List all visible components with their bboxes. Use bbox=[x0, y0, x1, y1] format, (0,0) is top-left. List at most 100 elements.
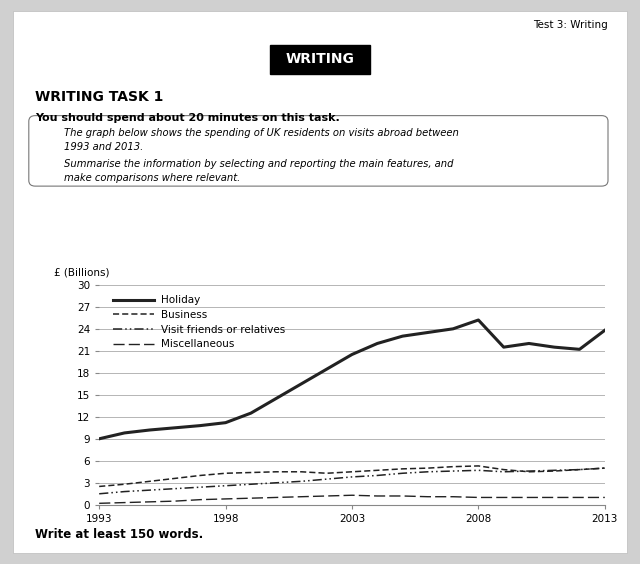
Visit friends or relatives bbox=[525, 468, 532, 474]
Miscellaneous bbox=[475, 494, 483, 501]
Visit friends or relatives bbox=[323, 476, 331, 483]
Business bbox=[172, 475, 179, 482]
Visit friends or relatives bbox=[399, 470, 406, 477]
Miscellaneous bbox=[146, 499, 154, 505]
Business bbox=[221, 470, 229, 477]
Business bbox=[475, 462, 483, 469]
Business bbox=[601, 465, 609, 472]
Line: Miscellaneous: Miscellaneous bbox=[99, 495, 605, 503]
Visit friends or relatives bbox=[196, 484, 204, 491]
Miscellaneous bbox=[575, 494, 583, 501]
Text: make comparisons where relevant.: make comparisons where relevant. bbox=[64, 173, 240, 183]
Visit friends or relatives bbox=[146, 487, 154, 494]
Miscellaneous bbox=[601, 494, 609, 501]
Holiday bbox=[525, 340, 532, 347]
Business bbox=[247, 469, 255, 476]
Holiday bbox=[146, 426, 154, 433]
Miscellaneous bbox=[120, 499, 128, 506]
Miscellaneous bbox=[196, 496, 204, 503]
Text: £ (Billions): £ (Billions) bbox=[54, 267, 109, 277]
Holiday bbox=[424, 329, 431, 336]
Business bbox=[348, 468, 356, 475]
Visit friends or relatives bbox=[172, 485, 179, 492]
Miscellaneous bbox=[500, 494, 508, 501]
Holiday bbox=[298, 381, 305, 387]
Visit friends or relatives bbox=[475, 467, 483, 474]
Visit friends or relatives bbox=[550, 467, 558, 474]
Business bbox=[196, 472, 204, 479]
Business bbox=[550, 468, 558, 474]
Holiday bbox=[196, 422, 204, 429]
Holiday bbox=[247, 409, 255, 416]
Holiday bbox=[550, 343, 558, 350]
Business bbox=[323, 470, 331, 477]
Business bbox=[298, 468, 305, 475]
Visit friends or relatives bbox=[424, 468, 431, 475]
Business bbox=[500, 466, 508, 473]
Text: The graph below shows the spending of UK residents on visits abroad between: The graph below shows the spending of UK… bbox=[64, 128, 459, 138]
Holiday bbox=[120, 430, 128, 437]
Text: Write at least 150 words.: Write at least 150 words. bbox=[35, 528, 204, 541]
Miscellaneous bbox=[323, 492, 331, 499]
FancyBboxPatch shape bbox=[29, 116, 608, 186]
Visit friends or relatives bbox=[247, 481, 255, 488]
Visit friends or relatives bbox=[272, 479, 280, 486]
Line: Visit friends or relatives: Visit friends or relatives bbox=[99, 468, 605, 494]
Miscellaneous bbox=[298, 494, 305, 500]
Line: Holiday: Holiday bbox=[99, 320, 605, 439]
Holiday bbox=[348, 351, 356, 358]
Holiday bbox=[323, 366, 331, 373]
Holiday bbox=[272, 395, 280, 402]
Holiday bbox=[399, 333, 406, 340]
Text: You should spend about 20 minutes on this task.: You should spend about 20 minutes on thi… bbox=[35, 113, 340, 123]
Miscellaneous bbox=[172, 498, 179, 505]
Text: Test 3: Writing: Test 3: Writing bbox=[533, 20, 608, 30]
Business bbox=[575, 466, 583, 473]
Business bbox=[424, 465, 431, 472]
Holiday bbox=[449, 325, 457, 332]
Miscellaneous bbox=[550, 494, 558, 501]
Visit friends or relatives bbox=[120, 488, 128, 495]
Holiday bbox=[373, 340, 381, 347]
Business bbox=[146, 478, 154, 484]
Miscellaneous bbox=[424, 494, 431, 500]
Miscellaneous bbox=[247, 495, 255, 501]
Business bbox=[449, 463, 457, 470]
Visit friends or relatives bbox=[500, 468, 508, 475]
Text: Summarise the information by selecting and reporting the main features, and: Summarise the information by selecting a… bbox=[64, 159, 454, 169]
Visit friends or relatives bbox=[298, 478, 305, 484]
Miscellaneous bbox=[95, 500, 103, 506]
Visit friends or relatives bbox=[95, 490, 103, 497]
Holiday bbox=[475, 316, 483, 323]
Holiday bbox=[575, 346, 583, 352]
Visit friends or relatives bbox=[449, 468, 457, 474]
Business bbox=[525, 468, 532, 475]
Miscellaneous bbox=[525, 494, 532, 501]
Text: 1993 and 2013.: 1993 and 2013. bbox=[64, 142, 143, 152]
FancyBboxPatch shape bbox=[270, 45, 370, 74]
Miscellaneous bbox=[373, 492, 381, 499]
Holiday bbox=[500, 343, 508, 350]
Holiday bbox=[221, 419, 229, 426]
Miscellaneous bbox=[221, 496, 229, 503]
Business bbox=[272, 468, 280, 475]
Text: WRITING: WRITING bbox=[285, 52, 355, 66]
Visit friends or relatives bbox=[221, 482, 229, 489]
Visit friends or relatives bbox=[575, 466, 583, 473]
Miscellaneous bbox=[449, 494, 457, 500]
Miscellaneous bbox=[272, 494, 280, 501]
Line: Business: Business bbox=[99, 466, 605, 486]
Business bbox=[399, 465, 406, 472]
Miscellaneous bbox=[399, 492, 406, 499]
Visit friends or relatives bbox=[601, 465, 609, 472]
Business bbox=[120, 481, 128, 488]
Legend: Holiday, Business, Visit friends or relatives, Miscellaneous: Holiday, Business, Visit friends or rela… bbox=[109, 292, 288, 352]
Business bbox=[95, 483, 103, 490]
Holiday bbox=[172, 424, 179, 431]
Holiday bbox=[95, 435, 103, 442]
Visit friends or relatives bbox=[348, 474, 356, 481]
Miscellaneous bbox=[348, 492, 356, 499]
Text: WRITING TASK 1: WRITING TASK 1 bbox=[35, 90, 164, 104]
Visit friends or relatives bbox=[373, 472, 381, 479]
Holiday bbox=[601, 327, 609, 334]
